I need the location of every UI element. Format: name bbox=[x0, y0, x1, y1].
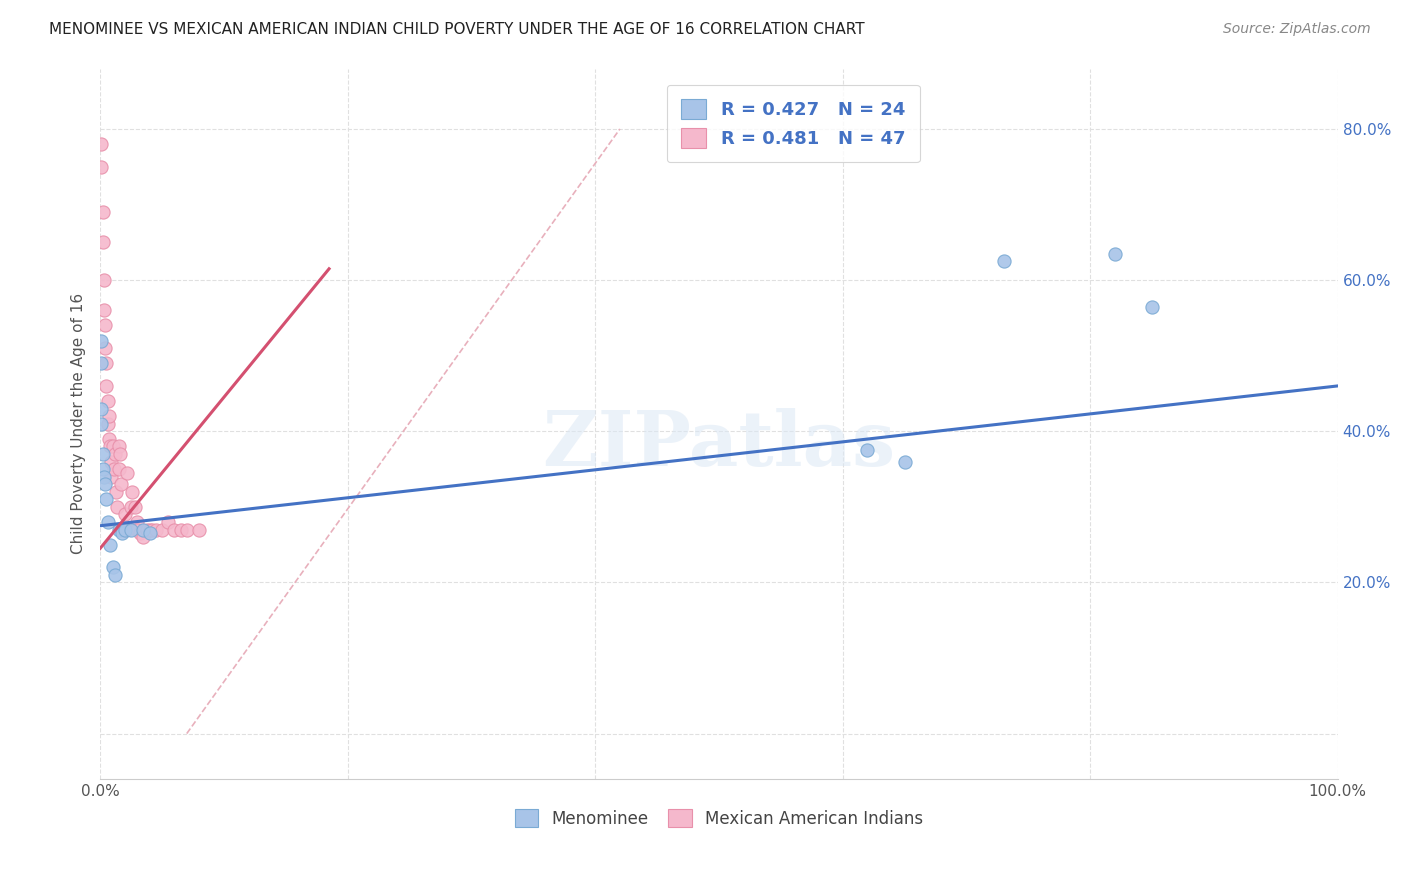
Point bbox=[104, 567, 127, 582]
Point bbox=[94, 477, 117, 491]
Legend: Menominee, Mexican American Indians: Menominee, Mexican American Indians bbox=[508, 803, 929, 835]
Point bbox=[120, 523, 142, 537]
Point bbox=[94, 318, 117, 333]
Point bbox=[993, 254, 1015, 268]
Point bbox=[107, 523, 129, 537]
Point bbox=[101, 439, 124, 453]
Point bbox=[141, 523, 163, 537]
Point bbox=[90, 334, 112, 348]
Point bbox=[90, 160, 112, 174]
Point bbox=[121, 484, 143, 499]
Point bbox=[124, 500, 146, 514]
Point bbox=[90, 137, 112, 152]
Point bbox=[104, 447, 127, 461]
Point bbox=[91, 462, 114, 476]
Point bbox=[157, 515, 180, 529]
Point bbox=[138, 526, 160, 541]
Point bbox=[114, 508, 136, 522]
Text: Source: ZipAtlas.com: Source: ZipAtlas.com bbox=[1223, 22, 1371, 37]
Point bbox=[111, 523, 134, 537]
Point bbox=[132, 530, 155, 544]
Point bbox=[138, 523, 160, 537]
Point bbox=[96, 515, 118, 529]
Point bbox=[93, 469, 115, 483]
Point bbox=[115, 523, 138, 537]
Point bbox=[145, 523, 167, 537]
Point bbox=[96, 379, 118, 393]
Point bbox=[96, 394, 118, 409]
Point bbox=[96, 417, 118, 431]
Point bbox=[91, 235, 114, 250]
Point bbox=[100, 469, 122, 483]
Point bbox=[91, 205, 114, 219]
Point bbox=[856, 443, 879, 458]
Point bbox=[98, 439, 121, 453]
Point bbox=[96, 492, 118, 507]
Point bbox=[117, 466, 139, 480]
Point bbox=[105, 484, 128, 499]
Point bbox=[98, 538, 121, 552]
Text: MENOMINEE VS MEXICAN AMERICAN INDIAN CHILD POVERTY UNDER THE AGE OF 16 CORRELATI: MENOMINEE VS MEXICAN AMERICAN INDIAN CHI… bbox=[49, 22, 865, 37]
Point bbox=[96, 356, 118, 370]
Point bbox=[127, 523, 149, 537]
Point bbox=[97, 432, 120, 446]
Point bbox=[91, 447, 114, 461]
Text: ZIPatlas: ZIPatlas bbox=[543, 408, 896, 482]
Point bbox=[90, 356, 112, 370]
Point bbox=[114, 523, 136, 537]
Point bbox=[90, 417, 112, 431]
Point bbox=[100, 454, 122, 468]
Point bbox=[93, 273, 115, 287]
Point bbox=[169, 523, 191, 537]
Point bbox=[107, 462, 129, 476]
Point bbox=[103, 462, 125, 476]
Point bbox=[111, 526, 134, 541]
Y-axis label: Child Poverty Under the Age of 16: Child Poverty Under the Age of 16 bbox=[72, 293, 86, 554]
Point bbox=[127, 515, 149, 529]
Point bbox=[110, 477, 132, 491]
Point bbox=[188, 523, 211, 537]
Point bbox=[94, 341, 117, 355]
Point bbox=[176, 523, 198, 537]
Point bbox=[136, 523, 159, 537]
Point bbox=[97, 409, 120, 424]
Point bbox=[163, 523, 186, 537]
Point bbox=[120, 500, 142, 514]
Point bbox=[893, 454, 915, 468]
Point bbox=[128, 526, 150, 541]
Point bbox=[107, 500, 129, 514]
Point bbox=[90, 401, 112, 416]
Point bbox=[101, 560, 124, 574]
Point bbox=[107, 439, 129, 453]
Point bbox=[1140, 300, 1163, 314]
Point bbox=[1104, 246, 1126, 260]
Point bbox=[150, 523, 173, 537]
Point bbox=[108, 447, 131, 461]
Point bbox=[93, 303, 115, 318]
Point bbox=[132, 523, 155, 537]
